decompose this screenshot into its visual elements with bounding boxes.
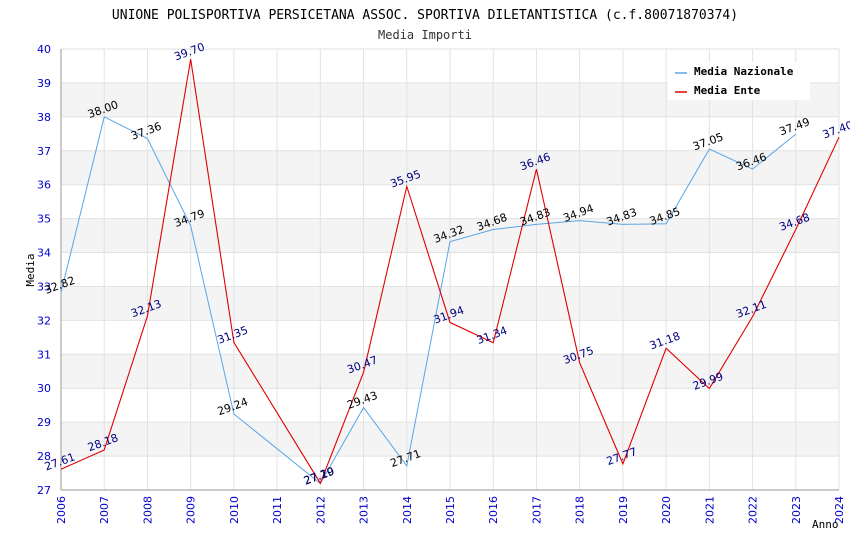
y-tick-label: 40 bbox=[37, 43, 51, 56]
x-tick-label: 2021 bbox=[703, 496, 716, 524]
chart-title: UNIONE POLISPORTIVA PERSICETANA ASSOC. S… bbox=[112, 8, 738, 23]
x-axis-label: Anno bbox=[812, 518, 839, 531]
data-label-nazionale: 37.36 bbox=[129, 120, 163, 143]
legend-label-nazionale: Media Nazionale bbox=[694, 65, 794, 78]
x-tick-label: 2008 bbox=[141, 496, 154, 524]
x-tick-label: 2007 bbox=[98, 496, 111, 524]
data-label-ente: 31.18 bbox=[648, 329, 682, 352]
y-tick-label: 35 bbox=[37, 213, 51, 226]
y-tick-label: 29 bbox=[37, 416, 51, 429]
y-tick-label: 36 bbox=[37, 179, 51, 192]
x-tick-label: 2023 bbox=[790, 496, 803, 524]
data-label-ente: 27.20 bbox=[302, 464, 336, 487]
x-tick-label: 2009 bbox=[185, 496, 198, 524]
y-tick-label: 34 bbox=[37, 247, 51, 260]
y-tick-label: 30 bbox=[37, 382, 51, 395]
legend-label-ente: Media Ente bbox=[694, 84, 761, 97]
x-tick-label: 2010 bbox=[228, 496, 241, 524]
y-tick-label: 31 bbox=[37, 348, 51, 361]
legend-box bbox=[668, 62, 810, 100]
data-label-nazionale: 29.24 bbox=[216, 395, 250, 418]
x-tick-label: 2020 bbox=[660, 496, 673, 524]
data-label-ente: 31.35 bbox=[216, 324, 250, 347]
x-tick-label: 2015 bbox=[444, 496, 457, 524]
x-tick-label: 2019 bbox=[617, 496, 630, 524]
axes: 27 28 29 30 31 32 33 34 35 36 37 38 39 40 2006 2007 2008… bbox=[37, 43, 846, 524]
x-tick-label: 2014 bbox=[401, 496, 414, 524]
x-tick-label: 2018 bbox=[574, 496, 587, 524]
legend: Media Nazionale Media Ente bbox=[668, 62, 810, 100]
chart-subtitle: Media Importi bbox=[378, 28, 472, 42]
x-tick-label: 2024 bbox=[833, 496, 846, 524]
data-label-ente: 39.70 bbox=[172, 40, 206, 63]
x-tick-label: 2022 bbox=[747, 496, 760, 524]
y-tick-label: 39 bbox=[37, 77, 51, 90]
x-tick-label: 2006 bbox=[55, 496, 68, 524]
data-label-ente: 37.40 bbox=[821, 118, 850, 141]
x-tick-label: 2017 bbox=[530, 496, 543, 524]
x-tick-label: 2016 bbox=[487, 496, 500, 524]
data-label-nazionale: 29.43 bbox=[345, 389, 379, 412]
y-tick-label: 38 bbox=[37, 111, 51, 124]
y-tick-label: 32 bbox=[37, 314, 51, 327]
data-label-ente: 31.34 bbox=[475, 324, 509, 347]
x-tick-label: 2012 bbox=[314, 496, 327, 524]
series-lines bbox=[60, 59, 840, 485]
data-label-nazionale: 37.05 bbox=[691, 130, 725, 153]
y-axis-label: Media bbox=[24, 253, 37, 286]
y-tick-label: 27 bbox=[37, 484, 51, 497]
x-tick-label: 2013 bbox=[358, 496, 371, 524]
y-tick-label: 33 bbox=[37, 280, 51, 293]
x-tick-label: 2011 bbox=[271, 496, 284, 524]
y-tick-label: 28 bbox=[37, 450, 51, 463]
series-line-nazionale bbox=[60, 116, 797, 485]
series-line-ente bbox=[60, 59, 840, 485]
y-tick-label: 37 bbox=[37, 145, 51, 158]
